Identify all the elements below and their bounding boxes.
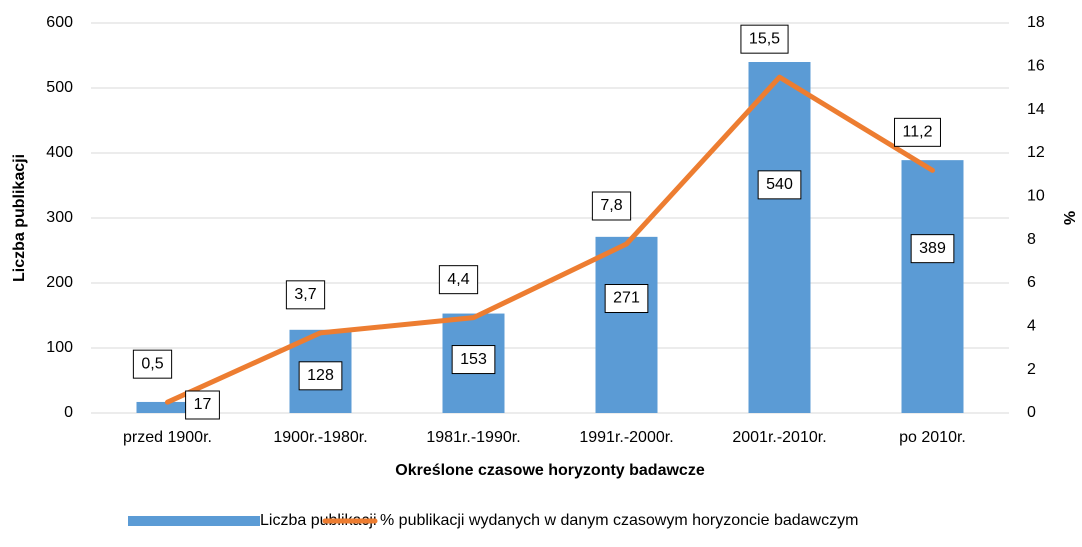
legend-label: Liczba publikacji (260, 512, 377, 529)
line-label: 7,8 (600, 197, 622, 214)
bar-label: 540 (766, 176, 793, 193)
y2-tick-label: 8 (1027, 231, 1036, 248)
y2-tick-label: 6 (1027, 274, 1036, 291)
bar-label-box (298, 361, 343, 391)
line-label-box (740, 24, 789, 54)
line-label-box (894, 117, 941, 147)
line-label: 4,4 (447, 271, 469, 288)
line-label-box (285, 280, 326, 310)
x-tick-label: przed 1900r. (123, 429, 212, 446)
y-axis-title: Liczba publikacji (11, 154, 28, 282)
y-tick-label: 400 (46, 144, 73, 161)
line-label: 0,5 (141, 355, 163, 372)
y-tick-label: 100 (46, 339, 73, 356)
y2-tick-label: 10 (1027, 188, 1045, 205)
x-tick-label: 1991r.-2000r. (579, 429, 673, 446)
x-tick-label: 1900r.-1980r. (273, 429, 367, 446)
bar-label: 153 (460, 351, 487, 368)
y-tick-label: 0 (64, 404, 73, 421)
bar (595, 236, 658, 413)
legend-label: % publikacji wydanych w danym czasowym h… (380, 512, 858, 529)
y-tick-label: 200 (46, 274, 73, 291)
bar-label: 271 (613, 290, 640, 307)
x-tick-label: po 2010r. (899, 429, 966, 446)
y2-tick-label: 2 (1027, 361, 1036, 378)
x-tick-label: 1981r.-1990r. (426, 429, 520, 446)
bar (748, 62, 811, 413)
bar-label: 389 (919, 240, 946, 257)
bar (901, 160, 964, 413)
y-tick-label: 500 (46, 79, 73, 96)
line-label-box (591, 191, 632, 221)
y2-tick-label: 14 (1027, 101, 1045, 118)
x-axis-title: Określone czasowe horyzonty badawcze (395, 462, 705, 479)
bar-label: 17 (194, 396, 212, 413)
y2-tick-label: 4 (1027, 318, 1036, 335)
y2-tick-label: 16 (1027, 58, 1045, 75)
bar-label-box (185, 390, 220, 420)
legend-swatch (128, 516, 260, 526)
bar-label: 128 (307, 367, 334, 384)
y2-tick-label: 12 (1027, 144, 1045, 161)
line-label: 11,2 (903, 124, 933, 141)
line (165, 74, 935, 405)
line-label-box (132, 349, 173, 379)
y-tick-label: 600 (46, 14, 73, 31)
x-tick-label: 2001r.-2010r. (732, 429, 826, 446)
y2-axis-title: % (1060, 211, 1077, 225)
bar-label-box (604, 284, 649, 314)
bar-label-box (910, 234, 955, 264)
y2-tick-label: 0 (1027, 404, 1036, 421)
line-label: 3,7 (294, 286, 316, 303)
y2-tick-label: 18 (1027, 14, 1045, 31)
bar-label-box (757, 170, 802, 200)
bar-label-box (451, 345, 496, 375)
line-label: 15,5 (749, 30, 780, 47)
line-label-box (438, 265, 479, 295)
bar (136, 401, 199, 413)
y-tick-label: 300 (46, 209, 73, 226)
